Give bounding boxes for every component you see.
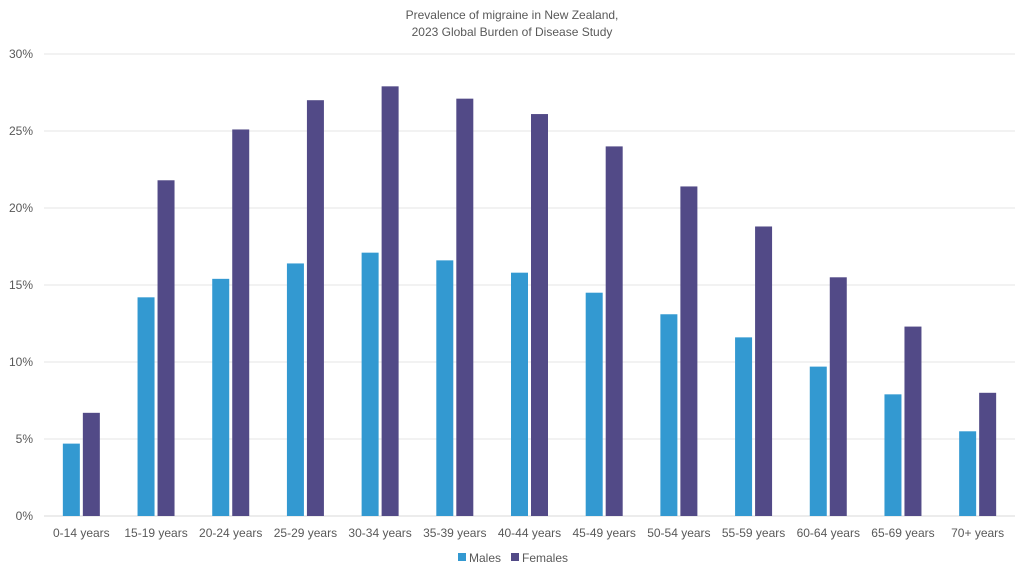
bar-males-50-54-years [660, 314, 678, 516]
bar-females-35-39-years [456, 98, 474, 516]
x-tick-label: 20-24 years [199, 526, 262, 540]
bar-males-35-39-years [436, 260, 454, 516]
x-tick-label: 45-49 years [573, 526, 636, 540]
bar-males-30-34-years [361, 252, 379, 516]
bar-females-45-49-years [605, 146, 623, 516]
bar-males-60-64-years [809, 366, 827, 516]
x-tick-label: 50-54 years [647, 526, 710, 540]
x-tick-label: 65-69 years [871, 526, 934, 540]
bar-females-30-34-years [381, 86, 399, 516]
bar-females-70-years [979, 392, 997, 516]
bar-males-25-29-years [286, 263, 304, 516]
bar-males-40-44-years [511, 272, 528, 516]
y-tick-label: 5% [16, 432, 34, 446]
legend-swatch-males [458, 553, 466, 561]
bar-males-20-24-years [212, 278, 230, 516]
x-tick-label: 35-39 years [423, 526, 486, 540]
legend-swatch-females [511, 553, 519, 561]
bar-males-65-69-years [884, 394, 902, 516]
bar-females-0-14-years [82, 412, 100, 516]
bar-males-70-years [959, 431, 977, 516]
bar-females-25-29-years [306, 100, 324, 516]
y-tick-label: 0% [16, 509, 34, 523]
x-tick-label: 40-44 years [498, 526, 561, 540]
x-tick-label: 0-14 years [53, 526, 110, 540]
x-tick-label: 70+ years [951, 526, 1004, 540]
chart-title-line-2: 2023 Global Burden of Disease Study [412, 25, 613, 39]
bar-females-55-59-years [755, 226, 773, 517]
bar-females-15-19-years [157, 180, 175, 516]
y-tick-label: 30% [9, 47, 33, 61]
y-tick-label: 25% [9, 124, 33, 138]
chart-title-line-1: Prevalence of migraine in New Zealand, [406, 8, 619, 22]
legend-label-males: Males [469, 551, 501, 565]
x-tick-label: 30-34 years [348, 526, 411, 540]
bar-females-65-69-years [904, 326, 922, 516]
legend-label-females: Females [522, 551, 568, 565]
bar-females-60-64-years [829, 277, 847, 516]
bar-males-0-14-years [62, 443, 80, 516]
bar-males-45-49-years [585, 292, 603, 516]
x-tick-label: 60-64 years [797, 526, 860, 540]
bar-males-15-19-years [137, 297, 155, 516]
bar-females-40-44-years [531, 114, 548, 516]
x-tick-label: 25-29 years [274, 526, 337, 540]
bar-males-55-59-years [735, 337, 753, 516]
bar-females-50-54-years [680, 186, 698, 516]
y-tick-label: 20% [9, 201, 33, 215]
y-tick-label: 15% [9, 278, 33, 292]
y-tick-label: 10% [9, 355, 33, 369]
x-tick-label: 15-19 years [124, 526, 187, 540]
x-tick-label: 55-59 years [722, 526, 785, 540]
bar-females-20-24-years [232, 129, 250, 516]
